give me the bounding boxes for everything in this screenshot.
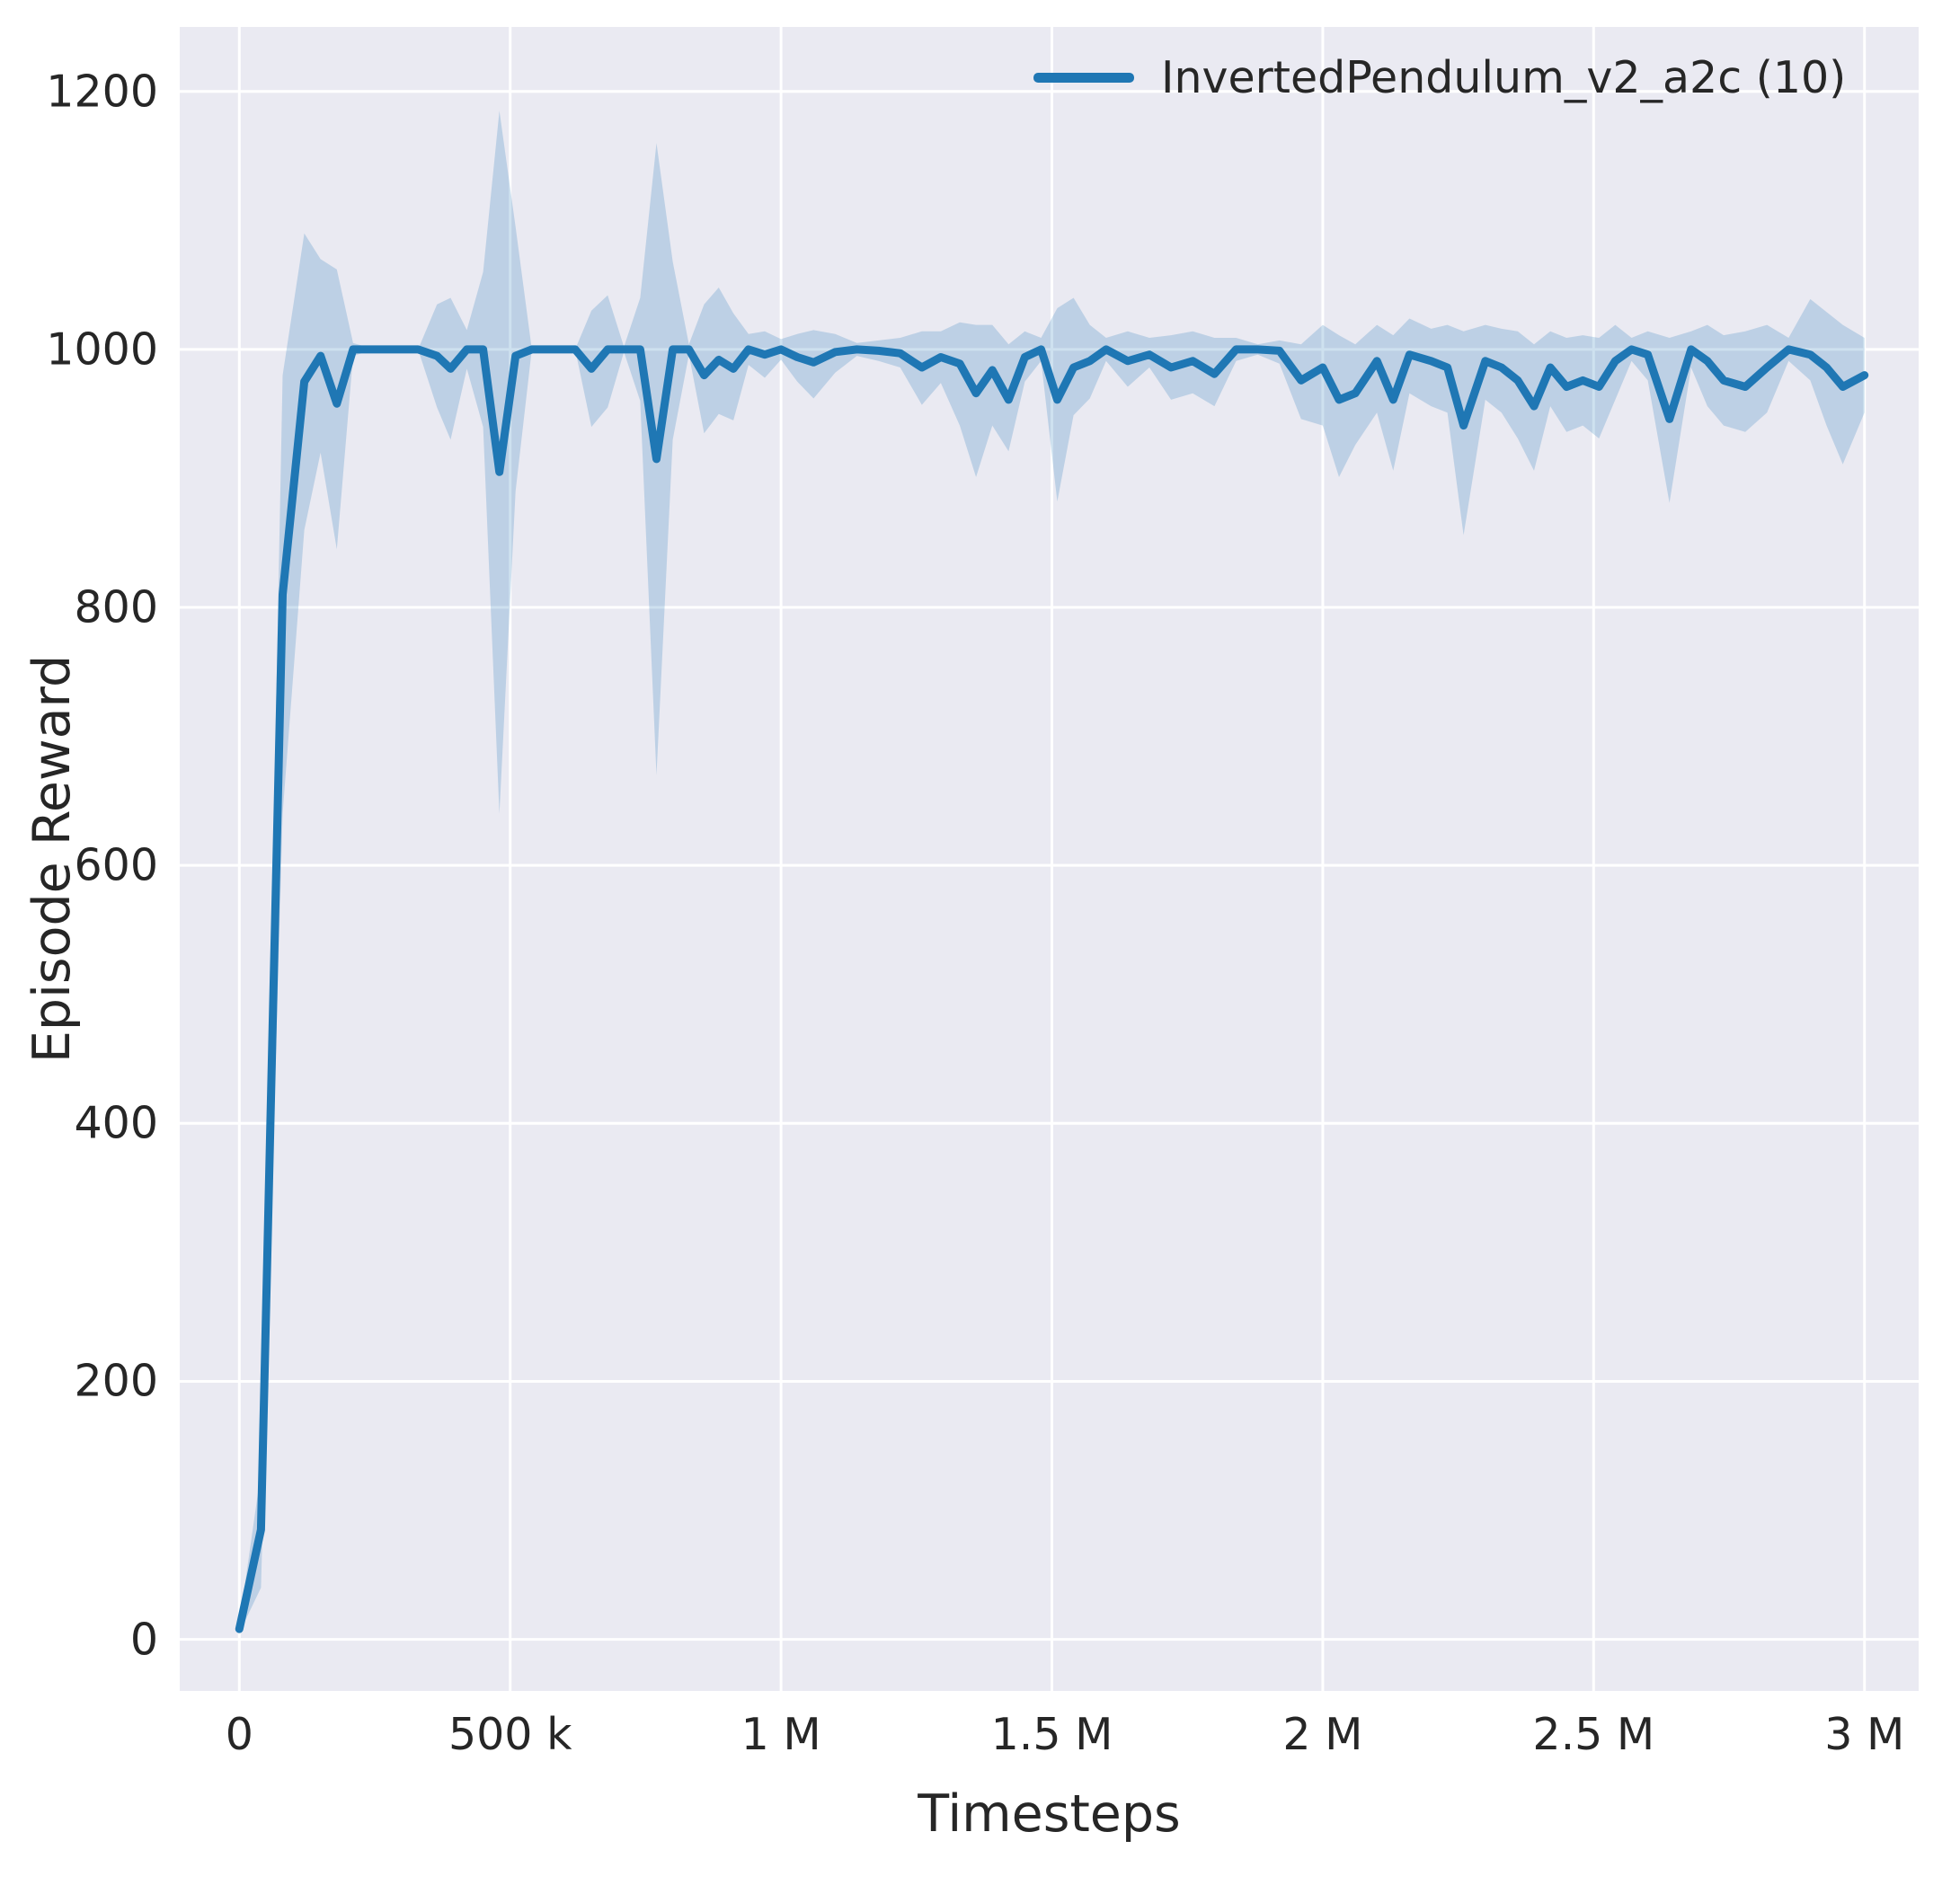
y-tick-label: 600 — [74, 839, 158, 891]
confidence-band — [239, 111, 1865, 1633]
y-tick-label: 1200 — [46, 66, 158, 118]
x-tick-label: 1 M — [741, 1709, 821, 1760]
y-tick-label: 1000 — [46, 323, 158, 376]
x-tick-label: 2.5 M — [1532, 1709, 1655, 1760]
legend-line-swatch — [1033, 73, 1134, 83]
x-tick-label: 2 M — [1282, 1709, 1363, 1760]
y-tick-label: 800 — [74, 581, 158, 633]
reward-line — [235, 345, 1869, 1633]
y-tick-label: 400 — [74, 1097, 158, 1149]
x-tick-label: 1.5 M — [990, 1709, 1113, 1760]
x-axis-label: Timesteps — [918, 1784, 1181, 1844]
y-tick-label: 0 — [129, 1614, 158, 1666]
y-tick-label: 200 — [74, 1355, 158, 1407]
x-tick-label: 500 k — [448, 1709, 572, 1760]
x-tick-label: 3 M — [1824, 1709, 1905, 1760]
x-tick-label: 0 — [225, 1709, 253, 1760]
legend-label: InvertedPendulum_v2_a2c (10) — [1161, 52, 1847, 103]
legend: InvertedPendulum_v2_a2c (10) — [1033, 52, 1846, 103]
plot-area — [180, 27, 1919, 1691]
